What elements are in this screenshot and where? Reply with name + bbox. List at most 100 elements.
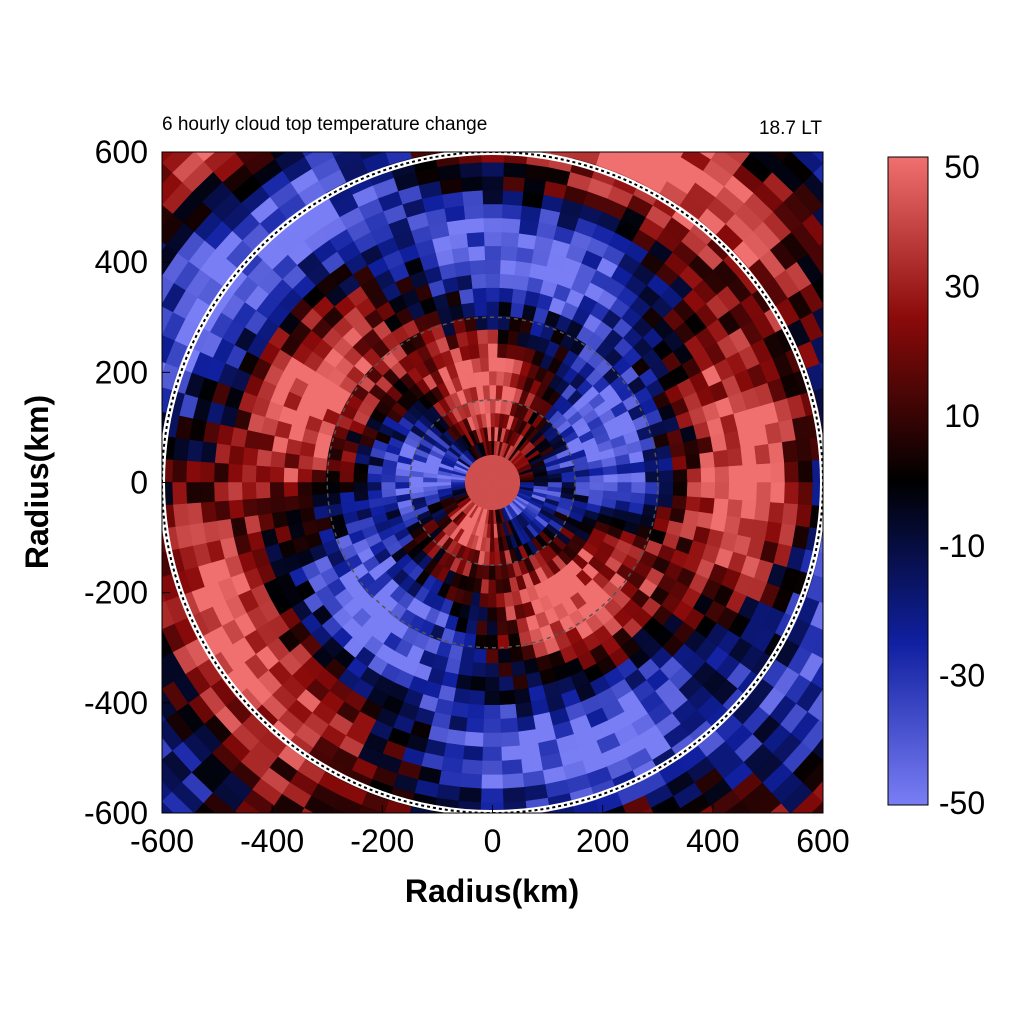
heatmap-cell [116,456,131,482]
heatmap-cell [530,108,557,125]
heatmap-cell [91,204,121,239]
heatmap-cell [415,908,447,926]
heatmap-cell [834,745,865,778]
heatmap-cell [499,259,517,276]
heatmap-cell [538,908,570,926]
heatmap-cell [297,482,313,497]
heatmap-cell [573,800,601,813]
heatmap-cell [550,806,576,813]
heatmap-cell [728,464,744,483]
heatmap-cell [363,77,395,98]
heatmap-cell [100,621,124,653]
heatmap-cell [336,857,368,880]
heatmap-cell [833,354,854,383]
heatmap-cell [471,662,487,678]
heatmap-cell [297,69,331,94]
heatmap-cell [410,11,444,29]
heatmap-cell [840,457,855,482]
heatmap-cell [682,82,716,109]
heatmap-cell [413,922,446,940]
heatmap-cell [451,701,470,719]
heatmap-cell [273,793,305,813]
heatmap-cell [76,511,93,541]
x-tick-label: -400 [240,823,304,859]
heatmap-cell [481,760,504,776]
heatmap-cell [51,325,74,359]
heatmap-cell [854,561,874,590]
heatmap-cell [64,330,87,363]
heatmap-cell [43,356,64,390]
heatmap-cell [847,679,874,712]
heatmap-cell [185,460,201,483]
heatmap-cell [297,468,313,483]
heatmap-cell [315,833,346,857]
heatmap-cell [801,719,823,752]
heatmap-cell [303,858,336,883]
heatmap-cell [120,533,138,561]
y-tick-label: 200 [95,354,148,390]
heatmap-cell [506,857,534,873]
heatmap-cell [43,575,64,609]
heatmap-cell [671,494,688,510]
heatmap-cell [303,795,335,813]
heatmap-cell [747,152,752,154]
heatmap-cell [473,648,488,664]
heatmap-cell [228,72,263,101]
heatmap-cell [568,43,601,63]
heatmap-cell [378,16,413,36]
heatmap-cell [511,288,527,305]
heatmap-cell [709,96,742,124]
heatmap-cell [111,647,136,679]
heatmap-cell [533,482,549,487]
heatmap-cell [617,857,649,880]
heatmap-cell [644,95,676,119]
heatmap-cell [478,65,507,79]
heatmap-cell [162,551,172,578]
heatmap-cell [699,496,716,514]
heatmap-cell [200,441,217,464]
heatmap-cell [594,63,626,85]
heatmap-cell [868,483,883,510]
heatmap-cell [162,780,173,803]
heatmap-cell [749,152,782,173]
heatmap-cell [603,473,619,483]
heatmap-cell [495,370,505,386]
heatmap-cell [162,311,186,342]
heatmap-cell [269,466,285,483]
heatmap-cell [496,342,508,359]
heatmap-cell [162,530,166,554]
heatmap-cell [635,32,670,56]
heatmap-cell [827,555,847,583]
heatmap-cell [468,689,486,706]
heatmap-cell [853,212,882,246]
heatmap-cell [604,920,639,942]
heatmap-cell [499,245,518,262]
heatmap-cell [498,287,514,303]
heatmap-cell [352,482,368,493]
heatmap-cell [742,463,758,483]
heatmap-cell [234,800,261,813]
heatmap-cell [241,482,257,501]
heatmap-cell [513,260,532,278]
heatmap-cell [515,701,534,719]
reference-circle [326,316,659,649]
heatmap-cell [102,483,117,510]
heatmap-cell [422,81,451,99]
heatmap-cell [450,79,479,95]
heatmap-cell [861,401,879,430]
heatmap-cell [487,356,498,372]
heatmap-cell [688,69,723,96]
heatmap-cell [854,375,874,404]
heatmap-cell [331,870,364,893]
heatmap-cell [172,437,190,462]
heatmap-cell [255,449,273,468]
heatmap-cell [826,458,841,482]
heatmap-cell [100,313,124,345]
heatmap-cell [509,9,543,25]
heatmap-cell [145,434,161,459]
heatmap-cell [391,71,422,91]
heatmap-cell [862,280,888,313]
heatmap-cell [822,275,823,276]
heatmap-cell [480,161,505,177]
